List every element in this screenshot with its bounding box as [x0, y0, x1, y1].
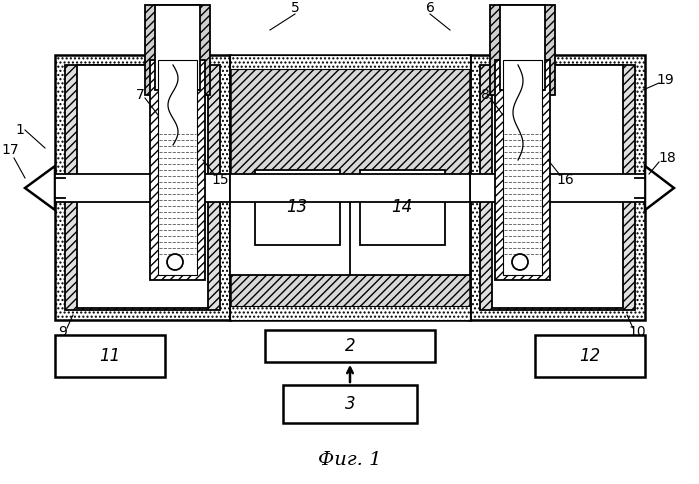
Text: 14: 14 [391, 198, 412, 216]
Text: 1: 1 [15, 123, 24, 137]
Bar [500, 5, 545, 90]
Bar [145, 5, 210, 95]
Polygon shape [645, 166, 674, 210]
Bar [360, 170, 445, 245]
Bar [230, 55, 470, 69]
Bar [158, 60, 197, 275]
Text: 18: 18 [658, 151, 676, 165]
Bar [77, 65, 208, 308]
Bar [255, 170, 340, 245]
Text: 16: 16 [556, 173, 574, 187]
Text: 6: 6 [426, 1, 435, 15]
Bar [65, 65, 220, 310]
Bar [480, 65, 635, 310]
Bar [503, 60, 542, 275]
Text: 10: 10 [628, 325, 646, 339]
Circle shape [167, 254, 183, 270]
Bar [490, 5, 555, 95]
Text: 5: 5 [291, 1, 299, 15]
Text: 12: 12 [579, 347, 600, 365]
Bar [55, 335, 165, 377]
Bar [55, 55, 230, 320]
Bar [470, 174, 645, 202]
Bar [265, 330, 435, 362]
Bar [55, 174, 230, 202]
Bar [230, 175, 470, 275]
Bar [230, 306, 470, 320]
Text: 8: 8 [481, 88, 489, 102]
Text: 13: 13 [287, 198, 308, 216]
Bar [230, 55, 470, 320]
Circle shape [512, 254, 528, 270]
Bar [230, 174, 470, 202]
Text: 4: 4 [523, 0, 531, 2]
Bar [150, 60, 205, 280]
Bar [495, 60, 550, 280]
Bar [283, 385, 417, 423]
Bar [535, 335, 645, 377]
Text: 2: 2 [345, 337, 355, 355]
Text: Фиг. 1: Фиг. 1 [318, 451, 382, 469]
Text: 4: 4 [173, 0, 181, 2]
Text: 15: 15 [211, 173, 229, 187]
Bar [470, 55, 645, 320]
Text: 7: 7 [136, 88, 145, 102]
Text: 19: 19 [656, 73, 674, 87]
Bar [492, 65, 623, 308]
Polygon shape [25, 166, 55, 210]
Text: 9: 9 [59, 325, 67, 339]
Text: 11: 11 [99, 347, 121, 365]
Text: 3: 3 [345, 395, 355, 413]
Text: 17: 17 [1, 143, 19, 157]
Bar [155, 5, 200, 90]
